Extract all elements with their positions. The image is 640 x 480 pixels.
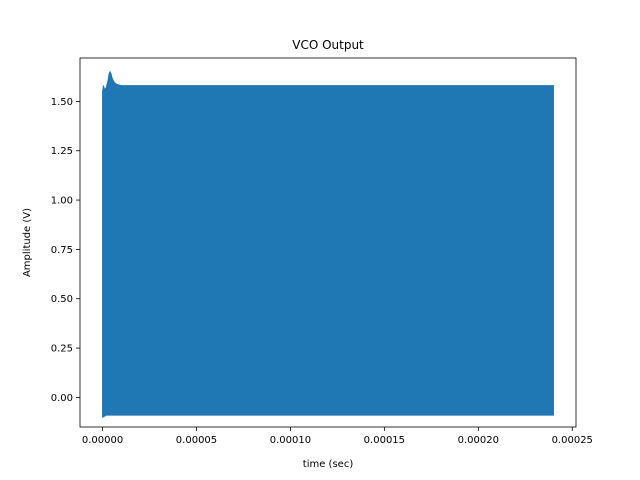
x-tick-label: 0.00000 (82, 435, 123, 446)
y-tick-label: 1.50 (51, 97, 73, 108)
y-tick-label: 1.25 (51, 146, 73, 157)
series-0-signal (102, 70, 554, 418)
x-tick-label: 0.00015 (364, 435, 405, 446)
y-tick-label: 0.50 (51, 294, 73, 305)
chart-title: VCO Output (292, 38, 364, 52)
x-tick-label: 0.00010 (270, 435, 311, 446)
x-axis: 0.00000 0.00005 0.00010 0.00015 0.00020 0.000… (82, 427, 593, 446)
y-axis-label: Amplitude (V) (22, 208, 33, 277)
y-tick-label: 0.25 (51, 344, 73, 355)
y-axis: 0.00 0.25 0.50 0.75 1.00 1.25 1.50 (51, 97, 80, 404)
x-tick-label: 0.00025 (552, 435, 593, 446)
y-tick-label: 0.75 (51, 245, 73, 256)
x-tick-label: 0.00005 (176, 435, 217, 446)
plot-area (102, 70, 554, 418)
x-tick-label: 0.00020 (458, 435, 499, 446)
axes-frame (79, 57, 577, 428)
y-tick-label: 1.00 (51, 196, 73, 207)
x-axis-label: time (sec) (303, 459, 354, 470)
y-tick-label: 0.00 (51, 393, 73, 404)
